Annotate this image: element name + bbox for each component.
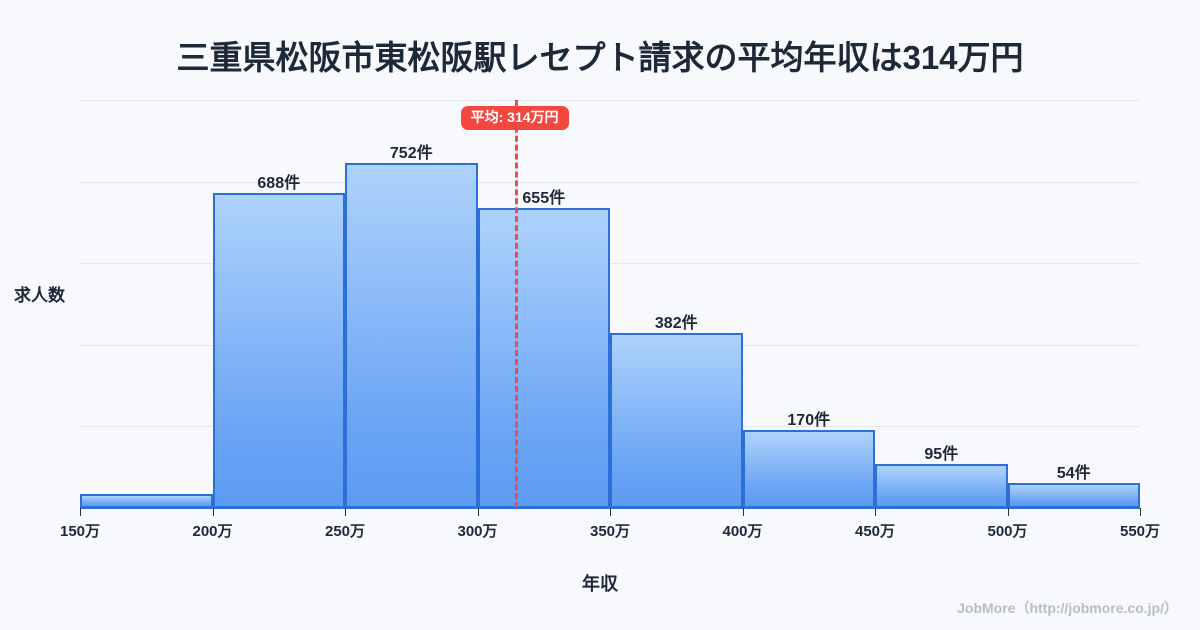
- bar-value-label: 95件: [924, 446, 959, 464]
- gridline: [80, 263, 1140, 265]
- x-axis-tick-label: 200万: [192, 523, 233, 540]
- bar-value-label: 688件: [257, 174, 301, 192]
- x-axis-tick-label: 350万: [589, 523, 631, 540]
- bar: [477, 207, 610, 508]
- x-axis-tick: [80, 508, 81, 516]
- x-axis-tick-label: 250万: [324, 523, 366, 540]
- bar-value-label: 382件: [654, 314, 698, 332]
- x-axis-tick: [1007, 508, 1009, 516]
- bar: [345, 163, 478, 508]
- x-axis-tick: [875, 508, 876, 516]
- x-axis-tick: [477, 508, 479, 516]
- bars-layer: 688件 752件 655件 382件 170件 95件 54件: [80, 100, 1140, 508]
- mean-line: [514, 100, 518, 508]
- bar-value-label: 170件: [787, 412, 831, 430]
- page-title: 三重県松阪市東松阪駅レセプト請求の平均年収は314万円: [176, 39, 1024, 76]
- x-axis-tick-label: 450万: [854, 523, 896, 540]
- y-axis-title: 求人数: [14, 286, 65, 305]
- gridline: [80, 100, 1140, 101]
- x-axis-title: 年収: [582, 574, 618, 594]
- bar: [610, 332, 743, 508]
- bar-value-label: 752件: [389, 145, 433, 163]
- bar-value-label: 655件: [522, 189, 566, 207]
- bar: [1007, 483, 1140, 508]
- bar: [80, 494, 213, 508]
- x-axis-tick-label: 400万: [722, 523, 763, 540]
- x-axis-tick: [610, 508, 611, 516]
- x-axis-tick-label: 550万: [1119, 523, 1161, 540]
- x-axis-tick: [345, 508, 346, 516]
- bar-value-label: 54件: [1056, 465, 1091, 483]
- plot-area: 688件 752件 655件 382件 170件 95件 54件: [80, 100, 1140, 508]
- bar: [742, 430, 875, 508]
- mean-badge: 平均: 314万円: [460, 106, 569, 131]
- bar: [875, 464, 1008, 508]
- x-axis-tick-label: 500万: [987, 523, 1028, 540]
- x-axis-tick: [742, 508, 744, 516]
- x-axis-tick: [212, 508, 214, 516]
- x-axis-tick-label: 150万: [59, 523, 101, 540]
- x-axis-tick-label: 300万: [457, 523, 498, 540]
- watermark: JobMore（http://jobmore.co.jp/）: [957, 600, 1178, 616]
- gridline: [80, 181, 1140, 183]
- bar: [212, 192, 345, 508]
- x-axis-tick: [1140, 508, 1141, 516]
